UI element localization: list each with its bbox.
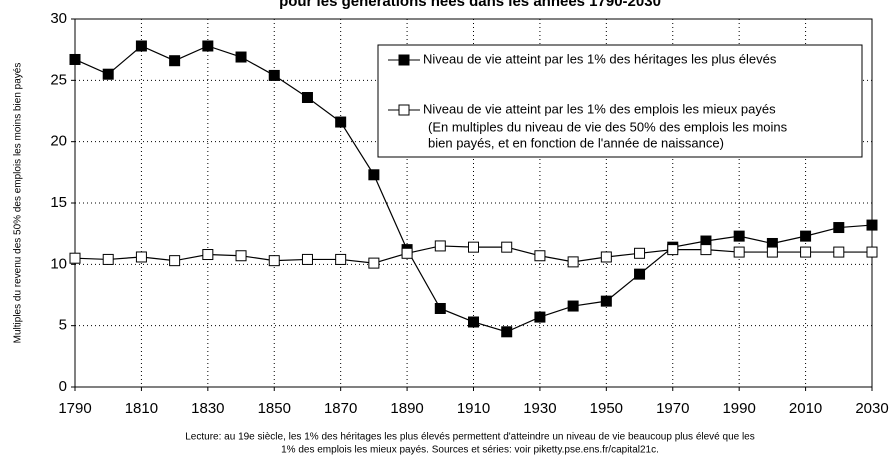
data-point <box>69 252 81 264</box>
x-tick-label: 1830 <box>191 400 224 417</box>
data-point <box>268 255 280 267</box>
y-tick-label: 10 <box>50 255 67 272</box>
y-tick-label: 20 <box>50 133 67 150</box>
data-point <box>202 40 214 52</box>
legend-box <box>377 44 863 158</box>
data-point <box>501 241 513 253</box>
data-point <box>301 92 313 104</box>
data-point <box>667 244 679 256</box>
data-point <box>866 246 878 258</box>
data-point <box>766 246 778 258</box>
legend-note: bien payés, et en fonction de l'année de… <box>428 135 724 150</box>
data-point <box>268 69 280 81</box>
data-point <box>169 255 181 267</box>
data-point <box>733 246 745 258</box>
x-tick-label: 2010 <box>789 400 822 417</box>
data-point <box>833 222 845 234</box>
data-point <box>468 241 479 253</box>
data-point <box>368 257 380 269</box>
chart-title: pour les générations nées dans les année… <box>279 0 661 10</box>
data-point <box>135 40 147 52</box>
y-tick-label: 15 <box>50 194 67 211</box>
y-tick-label: 25 <box>50 71 67 88</box>
data-point <box>634 247 646 259</box>
data-point <box>335 116 347 128</box>
data-point <box>69 53 81 65</box>
note: 1% des emplois les mieux payés. Sources … <box>281 445 659 456</box>
data-point <box>534 311 546 323</box>
data-point <box>434 240 446 252</box>
data-point <box>434 302 446 314</box>
data-point <box>600 295 612 307</box>
data-point <box>102 68 114 80</box>
data-point <box>368 169 380 181</box>
data-point <box>833 246 845 258</box>
x-tick-label: 1890 <box>390 400 423 417</box>
data-point <box>135 251 147 263</box>
data-point <box>169 55 181 67</box>
legend-note: (En multiples du niveau de vie des 50% d… <box>428 119 788 134</box>
data-point <box>567 300 579 312</box>
legend-marker <box>398 104 410 116</box>
data-point <box>235 51 247 63</box>
data-point <box>800 246 812 258</box>
y-tick-label: 30 <box>50 10 67 27</box>
data-point <box>866 219 878 231</box>
x-tick-label: 1870 <box>324 400 357 417</box>
x-tick-label: 1930 <box>523 400 556 417</box>
data-point <box>600 251 612 263</box>
data-point <box>401 247 413 259</box>
plot-frame <box>74 18 873 388</box>
x-tick-label: 1790 <box>58 400 91 417</box>
data-point <box>800 230 812 242</box>
data-point <box>235 250 247 262</box>
data-point <box>501 326 513 338</box>
y-axis-label: Multiples du revenu des 50% des emplois … <box>13 63 24 344</box>
data-point <box>534 250 546 262</box>
x-tick-label: 1910 <box>457 400 490 417</box>
data-point <box>567 256 579 268</box>
x-tick-label: 1850 <box>258 400 291 417</box>
data-point <box>102 253 114 265</box>
data-point <box>634 268 646 280</box>
legend-label: Niveau de vie atteint par les 1% des emp… <box>423 101 776 116</box>
x-tick-label: 1810 <box>125 400 158 417</box>
data-point <box>733 230 745 242</box>
legend-label: Niveau de vie atteint par les 1% des hér… <box>423 51 777 66</box>
note: Lecture: au 19e siècle, les 1% des hérit… <box>185 432 755 443</box>
data-point <box>301 253 313 265</box>
y-tick-label: 0 <box>59 378 67 395</box>
data-point <box>700 244 712 256</box>
x-tick-label: 1970 <box>656 400 689 417</box>
x-tick-label: 2030 <box>855 400 888 417</box>
data-point <box>202 249 214 261</box>
legend-marker <box>398 54 410 66</box>
y-tick-label: 5 <box>59 317 67 334</box>
data-point <box>468 316 479 328</box>
x-tick-label: 1950 <box>590 400 623 417</box>
data-point <box>335 253 347 265</box>
x-tick-label: 1990 <box>722 400 755 417</box>
